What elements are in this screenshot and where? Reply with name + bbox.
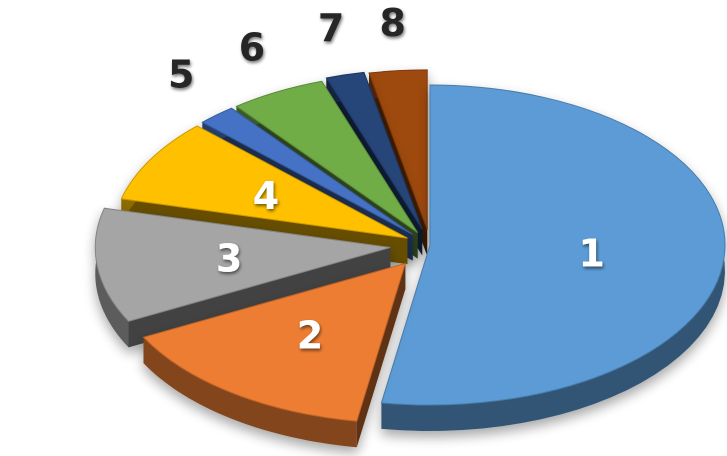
- pie-slice-face: [120, 125, 408, 239]
- pie-slice-face: [142, 262, 407, 422]
- slice-label-7: 7: [318, 6, 344, 50]
- slice-label-4: 4: [253, 174, 279, 218]
- pie-slice-face: [94, 207, 391, 322]
- slice-label-3: 3: [216, 237, 242, 281]
- slice-label-1: 1: [578, 231, 604, 275]
- slices-layer: [94, 69, 726, 448]
- slice-label-6: 6: [239, 26, 265, 70]
- pie-slice-face: [235, 80, 419, 234]
- pie-slice-1: [380, 84, 726, 431]
- pie-slice-face: [325, 71, 423, 230]
- slice-label-5: 5: [168, 52, 194, 96]
- pie-slice-wall: [128, 247, 391, 348]
- slice-label-2: 2: [297, 314, 323, 358]
- pie-slice-2: [142, 262, 407, 448]
- pie-slice-rim: [143, 337, 357, 448]
- pie-slice-face: [201, 107, 413, 235]
- pie-slice-face: [380, 84, 726, 406]
- slice-label-8: 8: [380, 1, 406, 45]
- pie-slice-3: [94, 207, 391, 348]
- pie-slice-wall: [356, 263, 406, 448]
- pie-slice-face: [368, 69, 428, 231]
